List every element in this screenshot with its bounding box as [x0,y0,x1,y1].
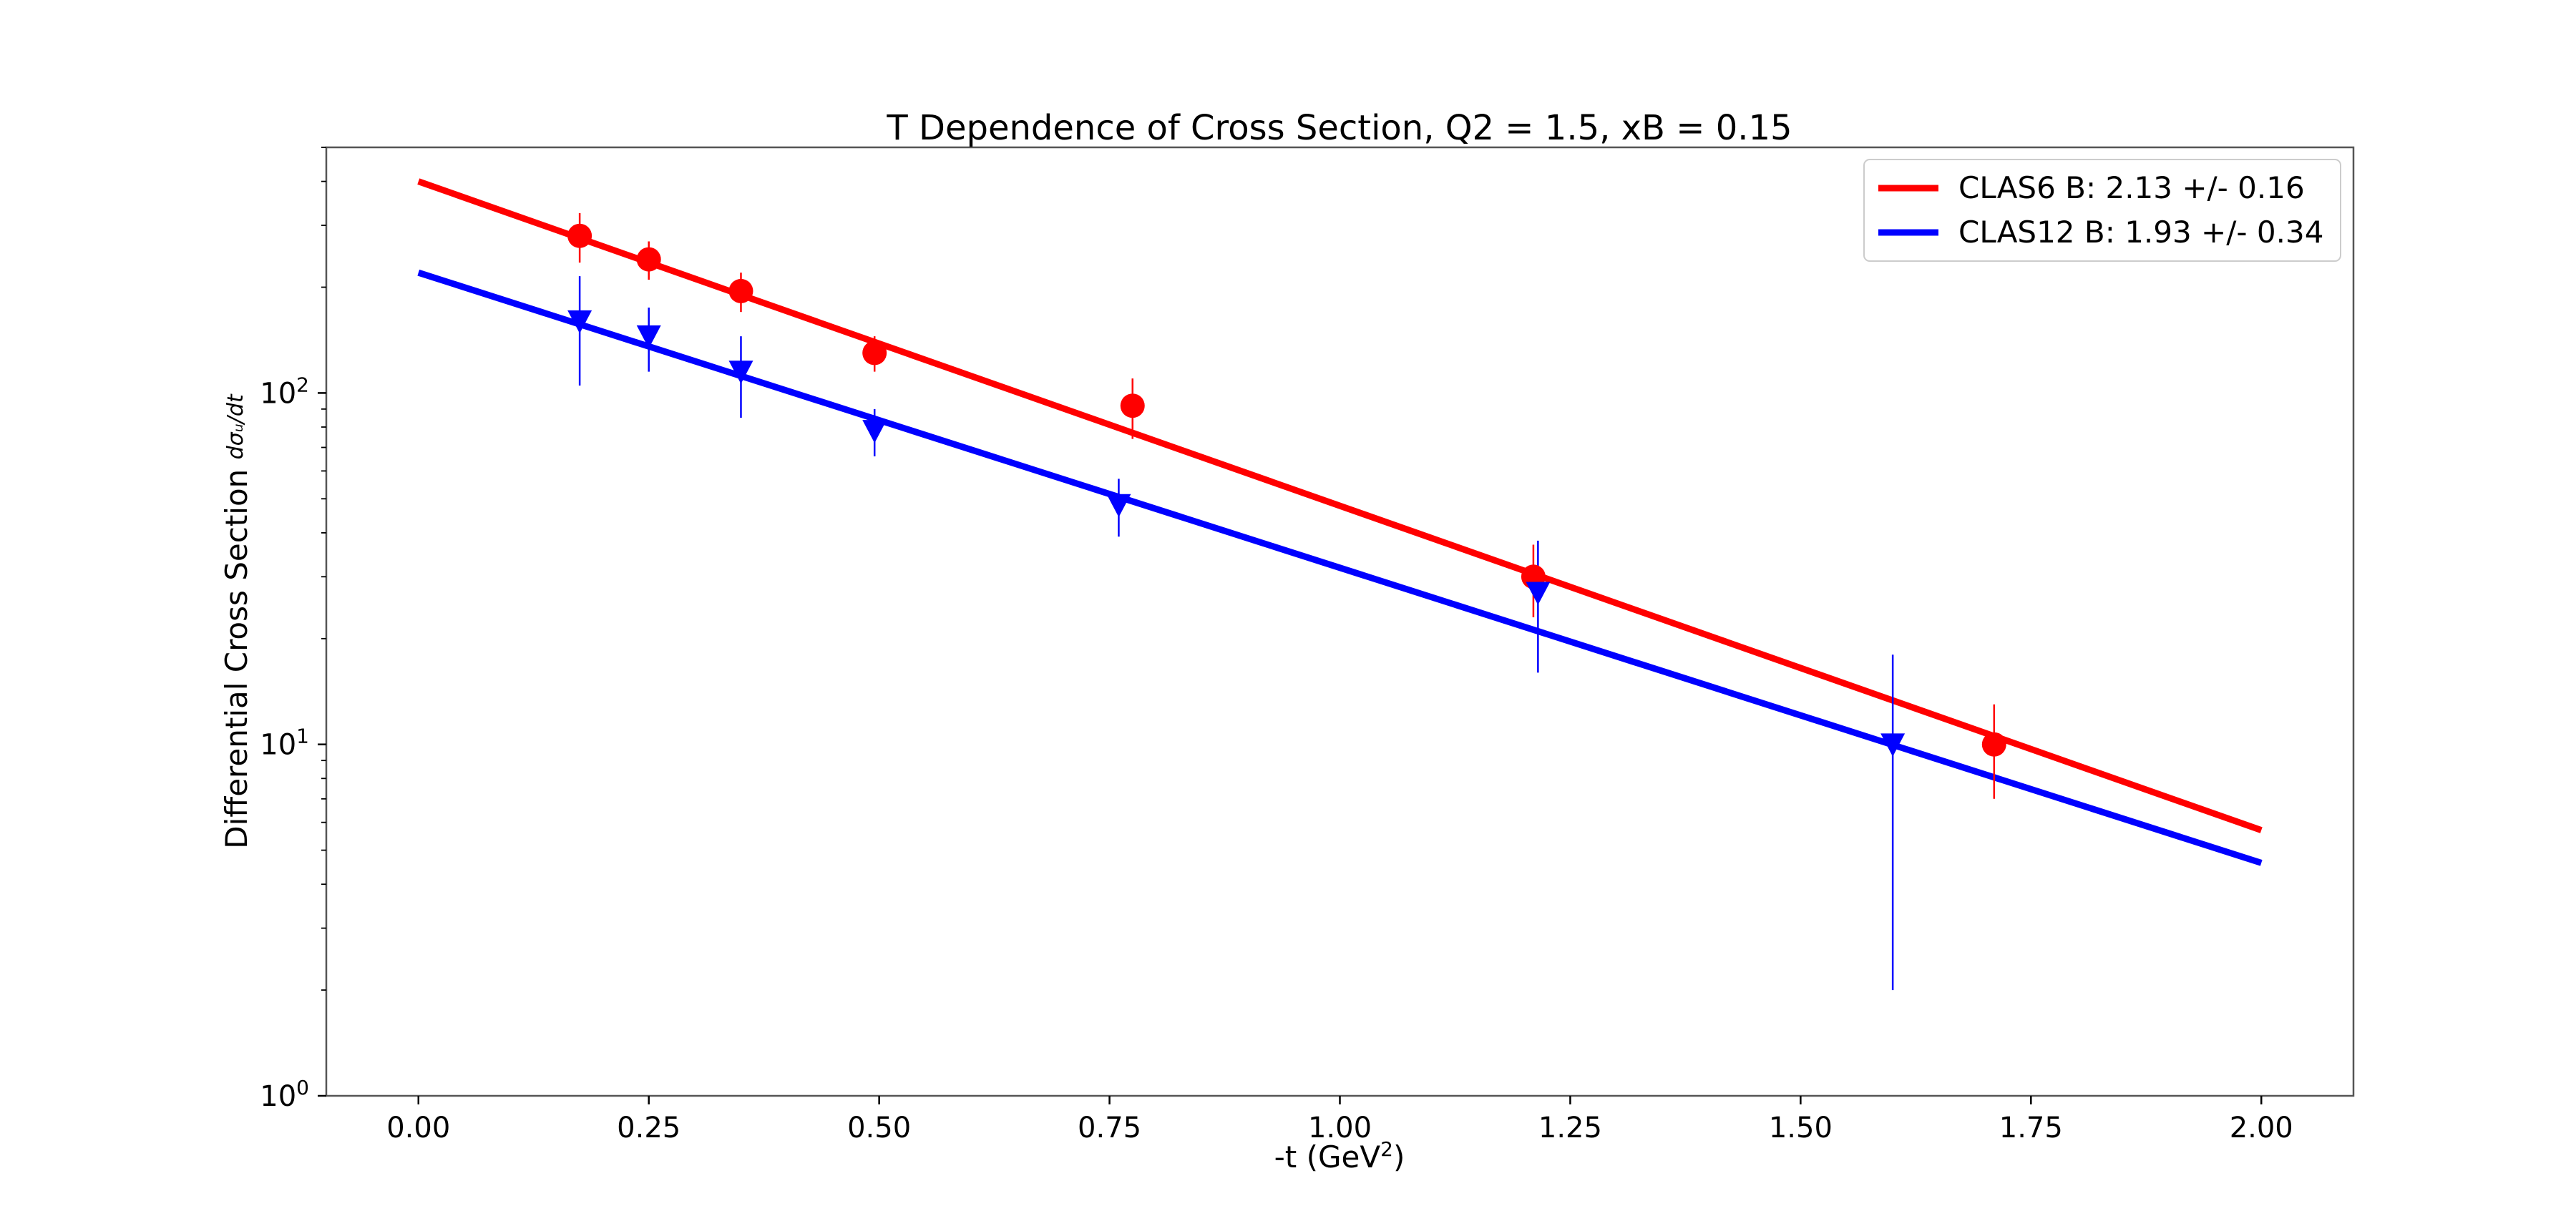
clas6-data-point [567,223,592,248]
x-tick-label: 0.00 [386,1112,450,1144]
plot-area [325,146,2355,1097]
x-tick-label: 0.75 [1078,1112,1141,1144]
chart-title: T Dependence of Cross Section, Q2 = 1.5,… [886,108,1792,148]
x-tick-label: 0.50 [847,1112,911,1144]
clas6-data-point [1981,732,2006,757]
y-tick-label: 100 [260,1076,309,1113]
y-tick-label: 101 [260,725,309,762]
x-tick-label: 1.75 [1999,1112,2063,1144]
clas12-data-point [636,325,661,349]
y-tick-label: 102 [260,373,309,410]
clas12-data-point [1106,494,1131,518]
clas6-data-point [636,247,661,272]
legend-box [1863,159,2341,262]
x-tick-label: 1.00 [1308,1112,1372,1144]
y-axis-label: Differential Cross Section dσᵤ/dt [219,393,254,849]
legend: CLAS6 B: 2.13 +/- 0.16 CLAS12 B: 1.93 +/-… [1863,159,2341,262]
clas6-data-point [1120,393,1145,418]
clas12-data-point [567,310,592,334]
clas12-data-point [862,420,887,443]
clas6-data-point [728,278,753,303]
clas12-data-point [1880,733,1906,757]
x-tick-label: 2.00 [2230,1112,2293,1144]
x-tick-label: 1.25 [1538,1112,1602,1144]
legend-label: CLAS6 B: 2.13 +/- 0.16 [1958,170,2305,205]
fit-line-clas6 [417,178,2263,833]
x-axis-label: -t (GeV2) [1274,1137,1405,1175]
data-markers [567,223,2006,757]
axis-ticks: 0.00 0.25 0.50 0.75 1.00 1.25 1.50 1.75 2.00 100 1… [260,147,2293,1144]
x-tick-label: 1.50 [1769,1112,1833,1144]
fit-lines [417,178,2263,866]
clas6-data-point [862,340,887,366]
fit-line-clas12 [417,269,2263,866]
clas12-data-point [1526,582,1551,605]
x-tick-label: 0.25 [617,1112,680,1144]
legend-label: CLAS12 B: 1.93 +/- 0.34 [1958,215,2323,250]
clas12-data-point [728,361,753,384]
